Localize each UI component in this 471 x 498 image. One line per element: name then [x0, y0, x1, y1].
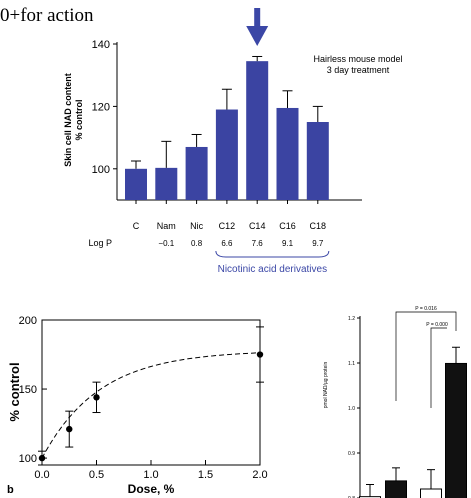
category-label: C14 — [249, 221, 266, 231]
bar-4 — [445, 362, 467, 498]
y-tick-label: 100 — [92, 164, 110, 176]
significance-label: P = 0.000 — [426, 322, 448, 328]
bar-3 — [420, 488, 442, 498]
significance-label: P = 0.016 — [415, 306, 437, 312]
logp-value: 9.1 — [282, 239, 294, 248]
bar-c14 — [246, 61, 269, 200]
x-tick-label: 1.5 — [198, 469, 213, 481]
logp-value: 6.6 — [221, 239, 233, 248]
y-axis-label: pmol NAD/µg protein — [323, 362, 329, 409]
significance-bracket — [395, 311, 457, 401]
highlight-arrow-head — [246, 26, 269, 46]
y-tick-label: 1.2 — [348, 316, 355, 322]
fit-curve — [41, 352, 261, 459]
y-tick-label: 0.8 — [348, 496, 355, 498]
category-label: C16 — [279, 221, 296, 231]
x-tick-label: 0.0 — [34, 469, 49, 481]
category-label: Nic — [190, 221, 203, 231]
y-tick-label: 1.0 — [348, 406, 355, 412]
bar-c18 — [306, 122, 329, 200]
x-axis-label: Dose, % — [128, 482, 175, 496]
panel-label: b — [7, 484, 14, 496]
data-point — [93, 394, 100, 401]
annotation: Hairless mouse model 3 day treatment — [313, 54, 402, 75]
y-tick-label: 150 — [19, 384, 37, 396]
bar-c12 — [215, 109, 238, 200]
y-axis-label: Skin cell NAD content% control — [63, 73, 84, 167]
x-tick-label: 1.0 — [143, 469, 158, 481]
bar-nic — [185, 146, 208, 200]
y-tick-label: 1.1 — [348, 361, 355, 367]
group-bracket — [215, 250, 330, 258]
data-point — [38, 454, 46, 462]
logp-value: 0.8 — [191, 239, 203, 248]
category-label: Nam — [157, 221, 176, 231]
category-label: C12 — [219, 221, 236, 231]
logp-value: 9.7 — [312, 239, 324, 248]
category-label: C — [133, 221, 140, 231]
y-tick-label: 0.9 — [348, 451, 355, 457]
page-heading: 0+for action — [0, 5, 94, 26]
bar-c16 — [276, 107, 299, 200]
x-tick-label: 2.0 — [252, 469, 267, 481]
group-label: Nicotinic acid derivatives — [218, 264, 328, 275]
y-tick-label: 200 — [19, 315, 37, 327]
y-tick-label: 100 — [19, 453, 37, 465]
data-point — [66, 425, 73, 433]
logp-label: Log P — [88, 238, 112, 248]
x-tick-label: 0.5 — [89, 469, 104, 481]
bar-nam — [155, 167, 178, 200]
highlight-arrow-shaft — [254, 8, 261, 28]
y-tick-label: 120 — [92, 101, 110, 113]
bar-2 — [385, 480, 407, 498]
data-point — [256, 351, 264, 358]
category-label: C18 — [310, 221, 327, 231]
logp-value: 7.6 — [252, 239, 264, 248]
y-tick-label: 140 — [92, 39, 110, 51]
y-axis-label: % control — [7, 362, 22, 421]
significance-bracket — [430, 327, 447, 408]
bar-c — [125, 168, 147, 200]
logp-value: −0.1 — [158, 239, 174, 248]
